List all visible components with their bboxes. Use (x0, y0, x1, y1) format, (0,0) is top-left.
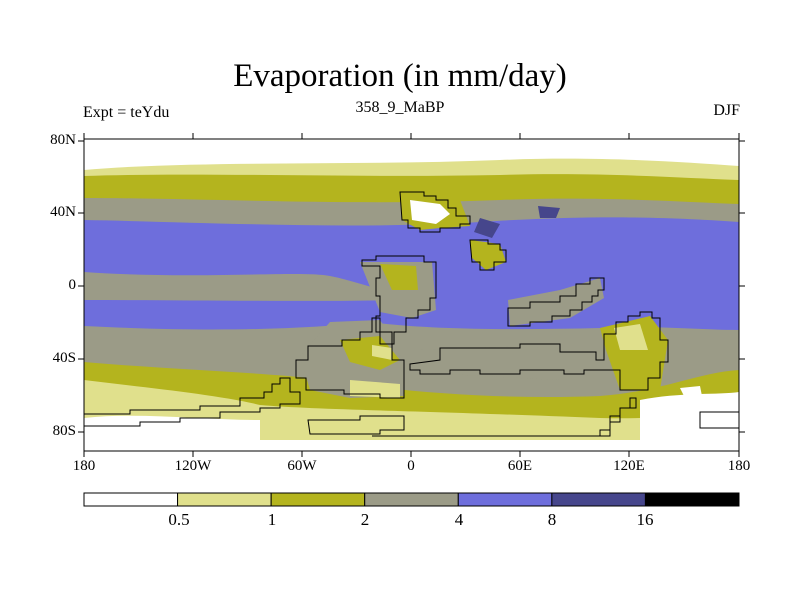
colorbar-label-2: 2 (360, 510, 370, 529)
evaporation-field (84, 139, 739, 451)
colorbar-box-2 (270, 492, 366, 507)
coastlines (84, 191, 739, 437)
season-label: DJF (713, 102, 740, 119)
lon-label-180w: 180 (72, 458, 96, 474)
colorbar-box-5 (551, 492, 646, 507)
lat-label-40n: 40N (50, 204, 76, 220)
lon-label-120w: 120W (174, 458, 212, 474)
colorbar-box-4 (457, 492, 553, 507)
lat-label-80n: 80N (50, 132, 76, 148)
lat-label-40s: 40S (52, 350, 76, 366)
colorbar (83, 492, 740, 507)
lon-label-120e: 120E (613, 458, 645, 474)
lat-label-80s: 80S (52, 423, 76, 439)
colorbar-label-0-5: 0.5 (168, 510, 190, 529)
lon-label-60e: 60E (507, 458, 533, 474)
colorbar-box-6 (644, 492, 740, 507)
lon-label-60w: 60W (287, 458, 317, 474)
lon-label-180e: 180 (727, 458, 751, 474)
axis-ticks (78, 133, 745, 457)
lon-label-0: 0 (407, 458, 415, 474)
experiment-label: Expt = teYdu (83, 104, 170, 121)
colorbar-label-8: 8 (547, 510, 557, 529)
plot-title: Evaporation (in mm/day) (233, 58, 567, 94)
colorbar-box-0 (83, 492, 179, 507)
colorbar-label-1: 1 (267, 510, 277, 529)
colorbar-box-3 (364, 492, 459, 507)
colorbar-label-16: 16 (636, 510, 654, 529)
age-label: 358_9_MaBP (355, 99, 445, 116)
lat-label-equator: 0 (68, 277, 77, 293)
colorbar-box-1 (177, 492, 272, 507)
colorbar-label-4: 4 (454, 510, 464, 529)
